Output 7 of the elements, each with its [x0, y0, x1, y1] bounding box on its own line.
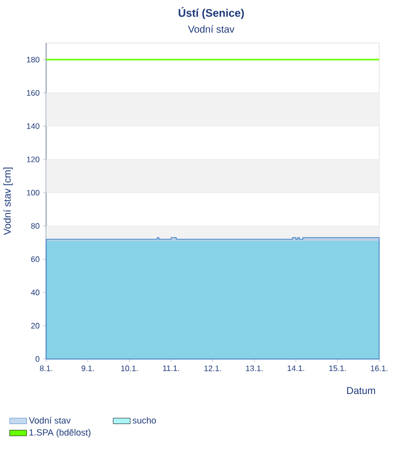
- chart-subtitle: Vodní stav: [188, 25, 234, 33]
- legend-label: sucho: [132, 416, 156, 424]
- legend-label: 1.SPA (bdělost): [29, 428, 90, 438]
- y-axis-title: Vodní stav [cm]: [3, 168, 13, 236]
- x-axis-title: Datum: [347, 387, 375, 394]
- legend-label: Vodní stav: [28, 416, 71, 424]
- chart-title: Ústí (Senice): [178, 7, 244, 19]
